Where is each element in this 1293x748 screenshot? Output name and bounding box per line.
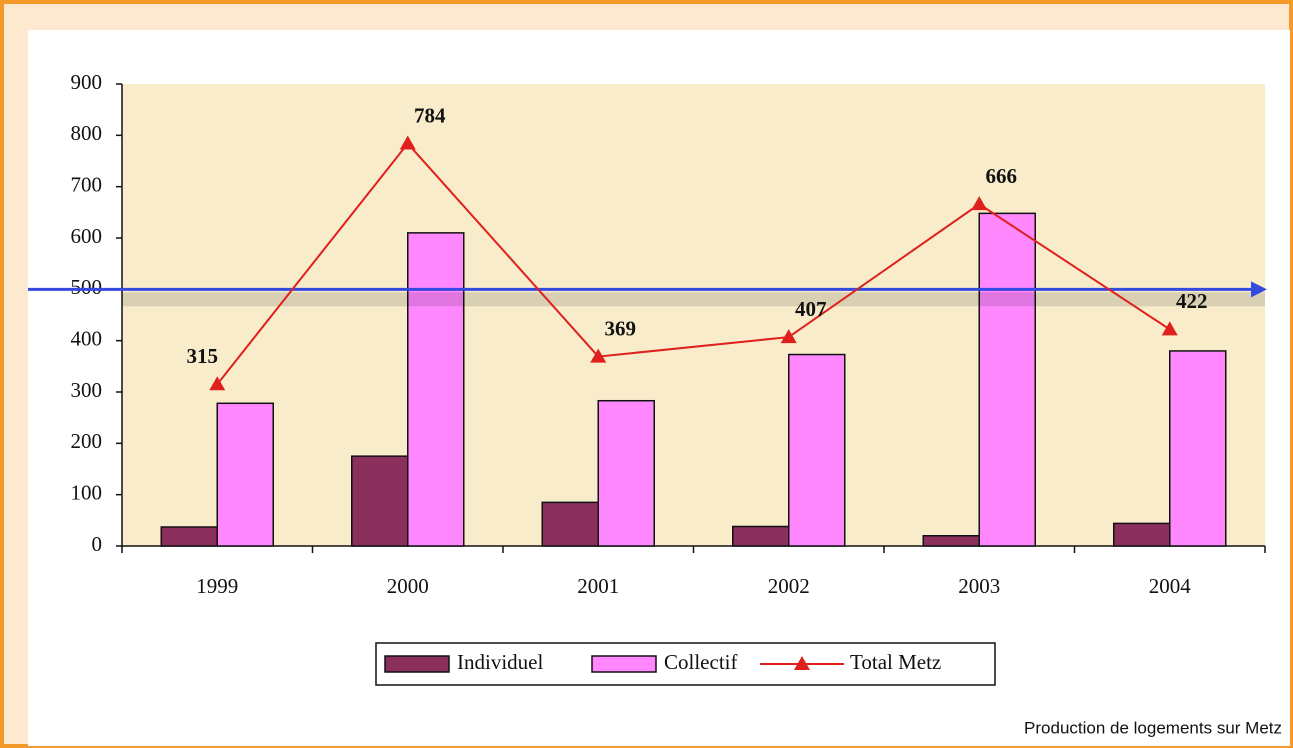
marker [399,135,416,150]
bar [541,501,599,547]
legend-label: Individuel [457,650,543,674]
data-label: 407 [795,297,827,321]
legend [375,642,996,686]
marker [209,376,226,391]
y-tick-label: 900 [71,70,103,94]
data-label: 784 [414,103,446,127]
legend-label: Collectif [664,650,737,674]
bar [978,212,1036,547]
legend-swatch [591,655,657,673]
reference-shadow [122,292,1265,307]
x-tick-label: 2000 [387,574,429,598]
bar [1113,522,1171,547]
x-tick-label: 1999 [196,574,238,598]
line [216,141,1171,385]
data-label: 422 [1176,289,1208,313]
bar [922,534,980,547]
x-tick-label: 2002 [768,574,810,598]
plot-area [122,84,1265,546]
data-label: 369 [605,316,637,340]
x-tick-label: 2004 [1149,574,1192,598]
bar [1169,350,1227,547]
marker [971,196,988,211]
marker [590,348,607,363]
y-tick-label: 400 [71,326,103,350]
data-label: 315 [187,344,219,368]
legend-marker [794,656,810,670]
bar [788,353,846,547]
bar [160,526,218,547]
y-tick-label: 0 [92,532,103,556]
data-label: 666 [986,164,1018,188]
x-tick-label: 2001 [577,574,619,598]
y-tick-label: 800 [71,121,103,145]
bar [407,232,465,547]
caption: Production de logements sur Metz [1024,718,1282,737]
bar [732,525,790,547]
y-tick-label: 100 [71,480,103,504]
y-tick-label: 300 [71,378,103,402]
y-tick-label: 200 [71,429,103,453]
bar [351,455,409,547]
marker [780,329,797,344]
bar [216,402,274,547]
y-tick-label: 600 [71,224,103,248]
bar [597,399,655,547]
y-tick-label: 500 [71,275,103,299]
reference-arrow [1251,281,1267,298]
legend-swatch [384,655,450,673]
marker [1161,321,1178,336]
legend-label: Total Metz [850,650,941,674]
x-tick-label: 2003 [958,574,1000,598]
y-tick-label: 700 [71,172,103,196]
